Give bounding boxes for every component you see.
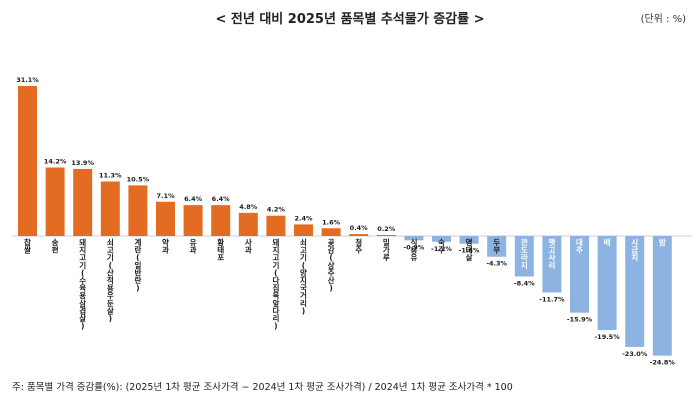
value-label: 6.4% (184, 195, 203, 203)
value-label: -8.4% (514, 280, 535, 288)
bar-곶감(상주산) (321, 228, 341, 236)
bar-사과 (238, 212, 258, 236)
value-label: 4.2% (267, 206, 286, 214)
value-label: -11.7% (539, 295, 565, 303)
bar-쇠고기 (산적용 우둔살) (100, 181, 120, 236)
chart-title: < 전년 대비 2025년 품목별 추석물가 증감률 > (215, 12, 485, 27)
value-label: 7.1% (156, 192, 175, 200)
bar-시금치 (625, 236, 645, 347)
value-label: -24.8% (650, 359, 676, 367)
bar-밤 (652, 236, 672, 356)
value-label: 1.6% (322, 218, 341, 226)
bar-돼지고기 (수육용 삼겹살) (73, 168, 93, 236)
bar-쇠고기 (양지 국거리) (294, 224, 313, 236)
unit-label: (단위 : %) (640, 14, 686, 25)
category-label: 돼 지 고 기(다 짐 육 앞 다 리) (272, 237, 279, 331)
category-label: 쇠 고 기(양 지 국 거 리) (300, 237, 307, 315)
value-label: 4.8% (239, 203, 258, 211)
bar-유과 (183, 205, 203, 236)
category-label: 밤 (659, 237, 666, 247)
bar-깐도라지 (514, 236, 534, 277)
bar-명태살 (459, 236, 479, 244)
bar-두부 (487, 236, 507, 257)
value-label: 13.9% (71, 159, 94, 167)
value-label: 2.4% (294, 214, 313, 222)
bar-돼지고기 (다짐육 앞다리) (266, 215, 286, 236)
value-label: 14.2% (44, 158, 67, 166)
category-label: 계 란(일 반 란) (134, 237, 141, 293)
value-label: -1.6% (459, 247, 480, 255)
bar-약과 (156, 201, 175, 236)
value-label: 0.4% (350, 224, 369, 232)
bar-송편 (45, 167, 65, 236)
category-label: 곶 감(상 주 산) (328, 238, 335, 293)
value-label: 11.3% (99, 171, 122, 179)
bar-밀가루 (376, 235, 396, 236)
bar-숙주 (432, 236, 451, 242)
bar-식용유 (404, 236, 424, 241)
value-label: -1.2% (431, 245, 452, 253)
value-label: -15.9% (567, 316, 593, 324)
bar-햇고사리 (542, 236, 562, 293)
bar-계란(일반란) (128, 185, 148, 236)
value-label: 31.1% (16, 76, 39, 84)
bar-황태포 (211, 205, 231, 236)
value-label: -4.3% (486, 260, 507, 268)
value-label: 6.4% (212, 195, 231, 203)
footnote: 주: 품목별 가격 증감률(%): (2025년 1차 평균 조사가격 − 20… (12, 382, 513, 393)
bar-대추 (570, 236, 589, 313)
category-label: 배 (604, 237, 611, 247)
category-label: 돼 지 고 기(수 육 용 삼 겹 살) (79, 237, 86, 331)
value-label: -0.9% (404, 243, 425, 251)
value-label: -23.0% (622, 350, 648, 358)
bar-찹쌀 (18, 86, 37, 236)
value-label: 0.2% (377, 225, 396, 233)
bar-청주 (349, 234, 369, 236)
category-label: 쇠 고 기(산 적 용 우 둔 살) (107, 237, 114, 323)
value-label: 10.5% (127, 175, 150, 183)
bar-배 (597, 236, 617, 331)
value-label: -19.5% (594, 333, 620, 341)
